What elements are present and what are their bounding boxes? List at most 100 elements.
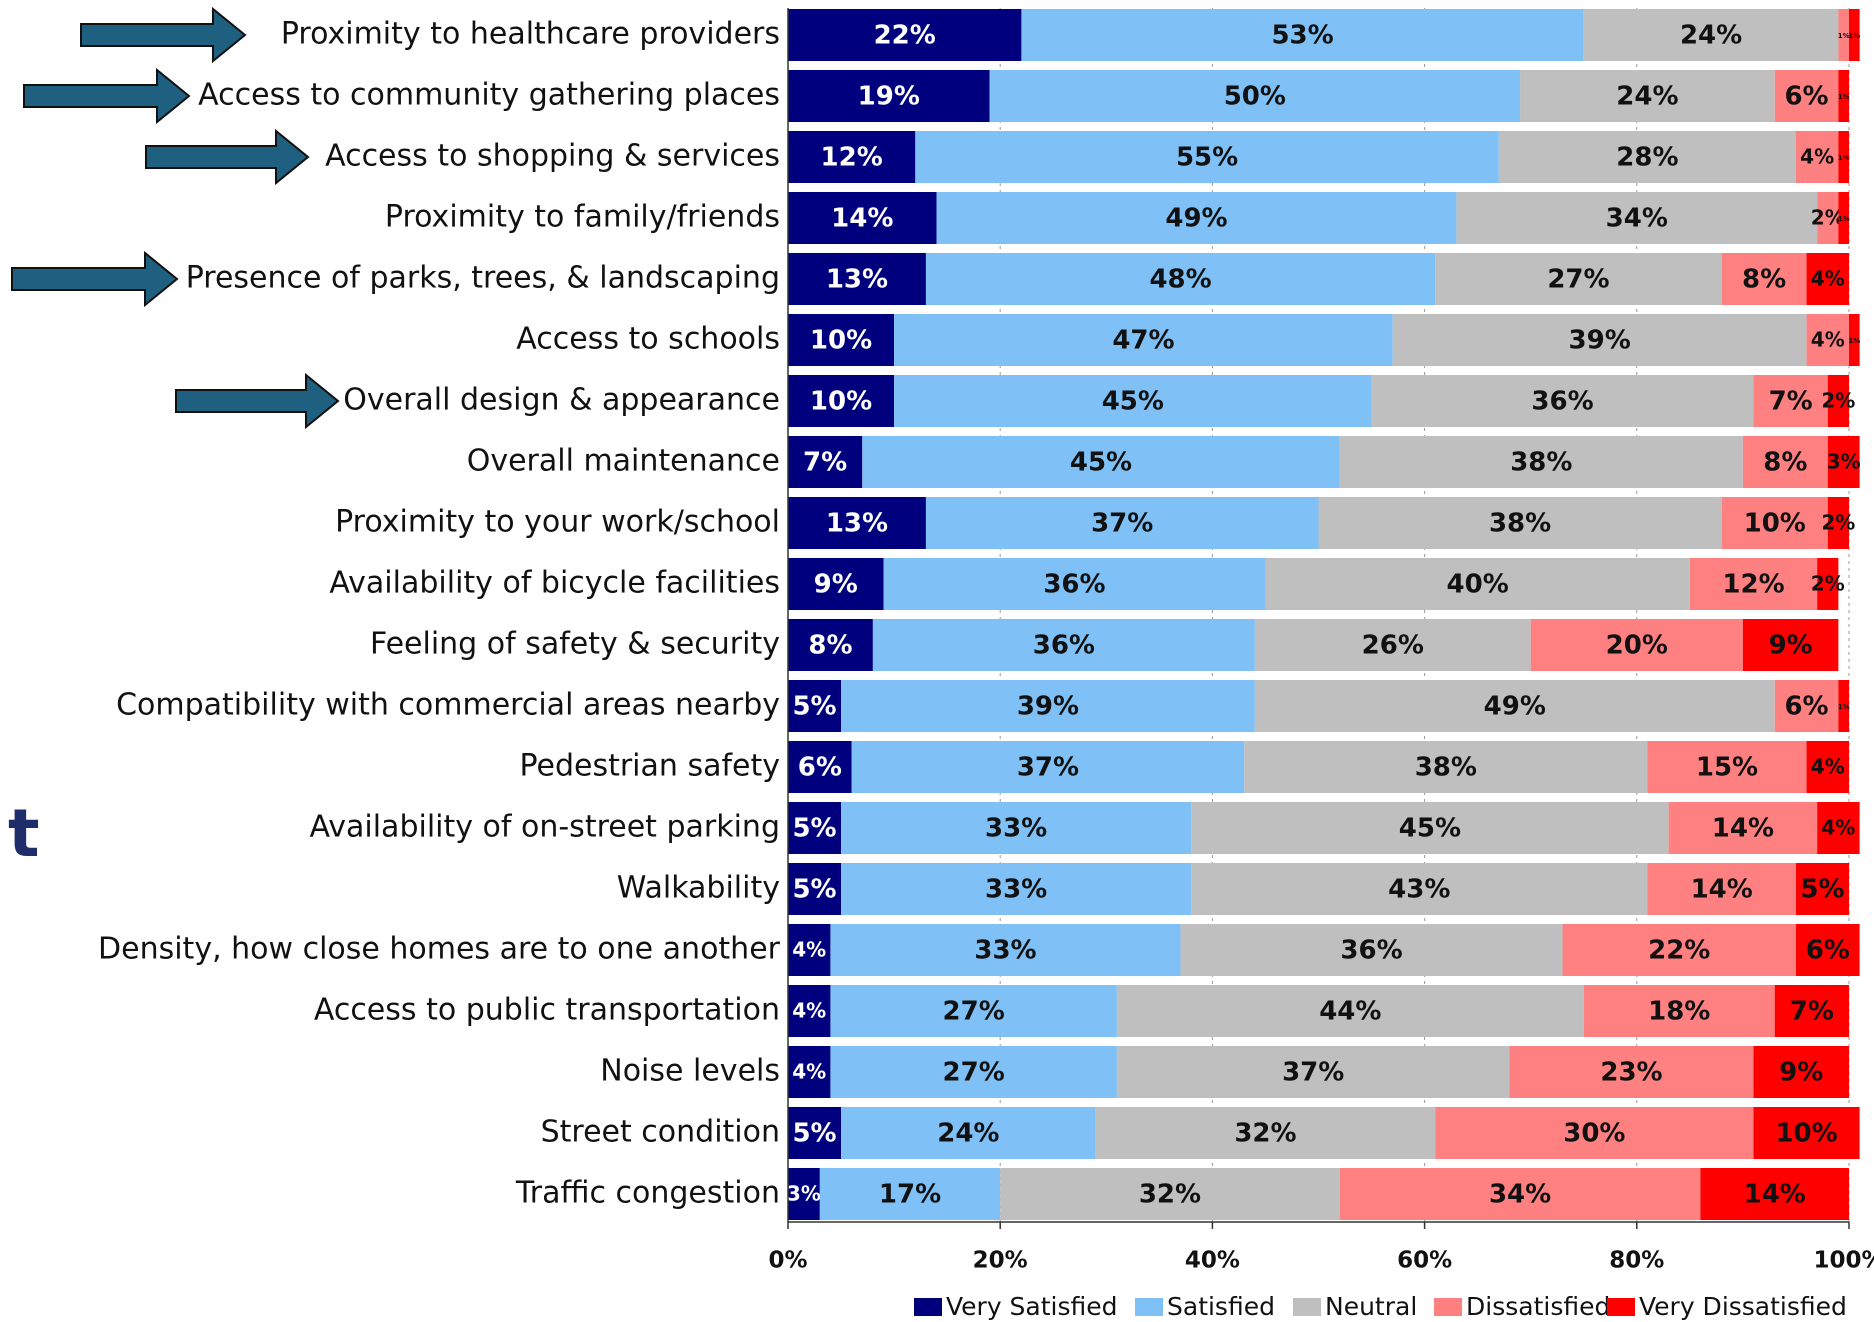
x-tick-label: 60%	[1397, 1248, 1452, 1274]
bar-segment	[1827, 375, 1849, 427]
bar-segment	[1180, 924, 1563, 976]
category-label: Compatibility with commercial areas near…	[116, 688, 780, 723]
bar-segment	[788, 741, 852, 793]
bar-segment	[925, 253, 1436, 305]
value-label: 27%	[943, 1058, 1005, 1088]
bar-segment	[1339, 436, 1743, 488]
value-label: 44%	[1319, 997, 1381, 1027]
value-label: 40%	[1447, 570, 1509, 600]
value-label: 10%	[1744, 509, 1806, 539]
value-label: 12%	[821, 143, 883, 173]
value-label: 38%	[1510, 448, 1572, 478]
bar-segment	[1753, 1107, 1860, 1159]
value-label: 1%	[1848, 32, 1860, 40]
bar-segment	[1498, 131, 1796, 183]
value-label: 19%	[858, 82, 920, 112]
value-label: 49%	[1165, 204, 1227, 234]
bar-segment	[1753, 1046, 1849, 1098]
legend-swatch	[1434, 1298, 1462, 1316]
bar-segment	[1435, 253, 1722, 305]
arrow	[175, 372, 340, 430]
value-label: 5%	[792, 1119, 836, 1149]
bar-segment	[788, 802, 842, 854]
arrow	[23, 67, 191, 125]
value-label: 2%	[1811, 572, 1845, 596]
bar-segment	[1689, 558, 1818, 610]
value-label: 26%	[1362, 631, 1424, 661]
category-label: Proximity to family/friends	[385, 200, 780, 235]
value-label: 1%	[1838, 215, 1850, 223]
value-label: 8%	[1763, 448, 1807, 478]
value-label: 5%	[792, 692, 836, 722]
bar-segment	[1116, 1046, 1510, 1098]
value-label: 14%	[1712, 814, 1774, 844]
value-label: 37%	[1282, 1058, 1344, 1088]
bar-segment	[1700, 1168, 1849, 1220]
bar-segment	[788, 985, 831, 1037]
value-label: 24%	[1680, 21, 1742, 51]
value-label: 32%	[1234, 1119, 1296, 1149]
bar-segment	[788, 924, 831, 976]
legend-swatch	[1135, 1298, 1163, 1316]
bar-segment	[1849, 314, 1860, 366]
bar-segment	[1774, 70, 1839, 122]
bar-segment	[1000, 1168, 1340, 1220]
bar-segment	[819, 1168, 1001, 1220]
value-label: 18%	[1648, 997, 1710, 1027]
category-label: Access to public transportation	[314, 993, 780, 1028]
bar-segment	[1021, 9, 1584, 61]
value-label: 36%	[1340, 936, 1402, 966]
value-label: 4%	[792, 938, 826, 962]
category-label: Feeling of safety & security	[370, 627, 780, 662]
value-label: 32%	[1139, 1180, 1201, 1210]
value-label: 17%	[879, 1180, 941, 1210]
bar-segment	[788, 70, 990, 122]
bar-segment	[788, 9, 1022, 61]
value-label: 27%	[943, 997, 1005, 1027]
bar-segment	[1721, 253, 1807, 305]
value-label: 4%	[792, 1060, 826, 1084]
bar-segment	[788, 680, 842, 732]
bar-segment	[788, 1168, 820, 1220]
bar-segment	[851, 741, 1245, 793]
value-label: 7%	[803, 448, 847, 478]
category-label: Availability of on-street parking	[309, 810, 780, 845]
value-label: 43%	[1388, 875, 1450, 905]
arrow	[145, 128, 310, 186]
legend-label: Very Satisfied	[946, 1292, 1118, 1321]
bar-segment	[788, 1107, 842, 1159]
value-label: 50%	[1224, 82, 1286, 112]
category-label: Proximity to healthcare providers	[281, 17, 780, 52]
bar-segment	[830, 1046, 1117, 1098]
bar-segment	[1838, 680, 1849, 732]
value-label: 10%	[810, 326, 872, 356]
value-label: 1%	[1848, 337, 1860, 345]
value-label: 36%	[1033, 631, 1095, 661]
category-label: Access to schools	[516, 322, 780, 357]
value-label: 55%	[1176, 143, 1238, 173]
value-label: 20%	[1606, 631, 1668, 661]
bar-segment	[1254, 619, 1531, 671]
value-label: 33%	[985, 875, 1047, 905]
bar-segment	[894, 314, 1393, 366]
value-label: 1%	[1838, 154, 1850, 162]
bar-segment	[788, 253, 926, 305]
value-label: 10%	[1775, 1119, 1837, 1149]
bar-segment	[841, 680, 1255, 732]
value-label: 2%	[1821, 389, 1855, 413]
value-label: 4%	[1821, 816, 1855, 840]
value-label: 23%	[1600, 1058, 1662, 1088]
value-label: 8%	[1742, 265, 1786, 295]
bar-segment	[1817, 802, 1860, 854]
bar-segment	[1562, 924, 1796, 976]
value-label: 14%	[1744, 1180, 1806, 1210]
value-label: 9%	[1769, 631, 1813, 661]
category-label: Overall maintenance	[467, 444, 780, 479]
value-label: 9%	[814, 570, 858, 600]
bar-segment	[989, 70, 1521, 122]
value-label: 24%	[1616, 82, 1678, 112]
bar-segment	[788, 192, 937, 244]
bar-segment	[1244, 741, 1648, 793]
bar-segment	[1806, 314, 1849, 366]
arrows	[11, 6, 340, 430]
